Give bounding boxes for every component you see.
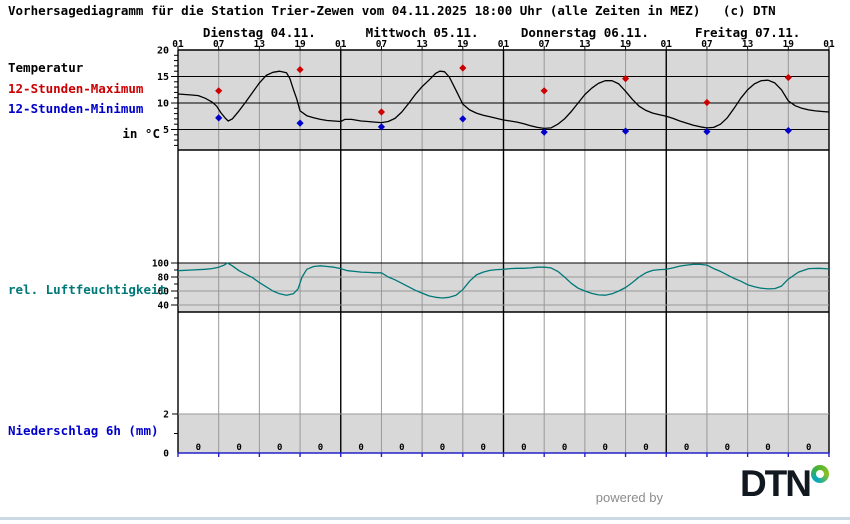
svg-text:2: 2 — [163, 410, 169, 421]
svg-text:01: 01 — [172, 39, 184, 50]
svg-text:01: 01 — [661, 39, 673, 50]
svg-text:0: 0 — [765, 443, 770, 453]
min-markers — [215, 114, 792, 136]
svg-text:60: 60 — [158, 287, 170, 298]
precipitation-label: Niederschlag 6h (mm) — [8, 423, 159, 438]
svg-text:Freitag 07.11.: Freitag 07.11. — [695, 25, 800, 40]
humidity-curve — [177, 262, 830, 299]
svg-text:01: 01 — [823, 39, 835, 50]
svg-text:0: 0 — [603, 443, 608, 453]
dtn-logo-text: DTN — [739, 463, 812, 504]
svg-text:0: 0 — [643, 443, 648, 453]
vertical-gridlines — [177, 46, 830, 457]
svg-text:0: 0 — [806, 443, 811, 453]
temperature-unit-label: in °C — [122, 126, 160, 141]
svg-text:0: 0 — [480, 443, 485, 453]
svg-text:07: 07 — [538, 39, 549, 50]
svg-text:01: 01 — [498, 39, 510, 50]
svg-text:0: 0 — [684, 443, 689, 453]
svg-text:0: 0 — [521, 443, 526, 453]
svg-text:07: 07 — [376, 39, 387, 50]
svg-text:0: 0 — [236, 443, 241, 453]
svg-text:0: 0 — [399, 443, 404, 453]
svg-text:0: 0 — [277, 443, 282, 453]
svg-text:10: 10 — [157, 99, 169, 110]
svg-text:15: 15 — [157, 72, 169, 83]
time-tick-labels: 01 07 13 19 01 07 13 19 01 07 13 19 01 07 13 19 01 — [172, 39, 835, 50]
svg-text:07: 07 — [213, 39, 224, 50]
footer: powered by DTN — [0, 462, 838, 508]
svg-text:Donnerstag 06.11.: Donnerstag 06.11. — [521, 25, 649, 40]
svg-text:19: 19 — [783, 39, 795, 50]
temperature-label: Temperatur — [8, 60, 84, 75]
svg-text:07: 07 — [701, 39, 712, 50]
svg-text:01: 01 — [335, 39, 347, 50]
svg-text:13: 13 — [579, 39, 591, 50]
svg-text:13: 13 — [742, 39, 754, 50]
svg-text:40: 40 — [158, 301, 170, 312]
svg-text:5: 5 — [163, 125, 169, 136]
humidity-label: rel. Luftfeuchtigkeit — [8, 282, 167, 297]
svg-text:0: 0 — [358, 443, 363, 453]
svg-text:Mittwoch 05.11.: Mittwoch 05.11. — [366, 25, 479, 40]
svg-text:0: 0 — [725, 443, 730, 453]
horizontal-gridlines — [178, 49, 829, 454]
legend-12h-minimum: 12-Stunden-Minimum — [8, 101, 144, 116]
precip-interval-values: 0 0 0 0 0 0 0 0 0 0 0 0 0 0 0 0 — [196, 443, 812, 453]
svg-text:0: 0 — [318, 443, 323, 453]
svg-text:0: 0 — [440, 443, 445, 453]
dtn-logo-ring-icon — [811, 465, 829, 483]
svg-text:0: 0 — [163, 449, 169, 460]
legend-12h-maximum: 12-Stunden-Maximum — [8, 81, 144, 96]
svg-text:20: 20 — [157, 46, 169, 57]
svg-text:0: 0 — [196, 443, 201, 453]
max-markers — [215, 64, 792, 116]
svg-text:Dienstag 04.11.: Dienstag 04.11. — [203, 25, 316, 40]
bottom-divider — [0, 517, 850, 520]
svg-text:19: 19 — [294, 39, 306, 50]
svg-text:19: 19 — [457, 39, 469, 50]
svg-text:80: 80 — [158, 273, 170, 284]
svg-text:0: 0 — [562, 443, 567, 453]
svg-text:13: 13 — [254, 39, 266, 50]
page-title: Vorhersagediagramm für die Station Trier… — [8, 3, 776, 18]
temperature-curve — [177, 70, 830, 130]
day-headers: Dienstag 04.11. Mittwoch 05.11. Donnerstag… — [203, 25, 800, 40]
svg-text:19: 19 — [620, 39, 632, 50]
powered-by-text: powered by — [595, 490, 663, 505]
svg-text:100: 100 — [152, 259, 169, 270]
svg-text:13: 13 — [416, 39, 428, 50]
